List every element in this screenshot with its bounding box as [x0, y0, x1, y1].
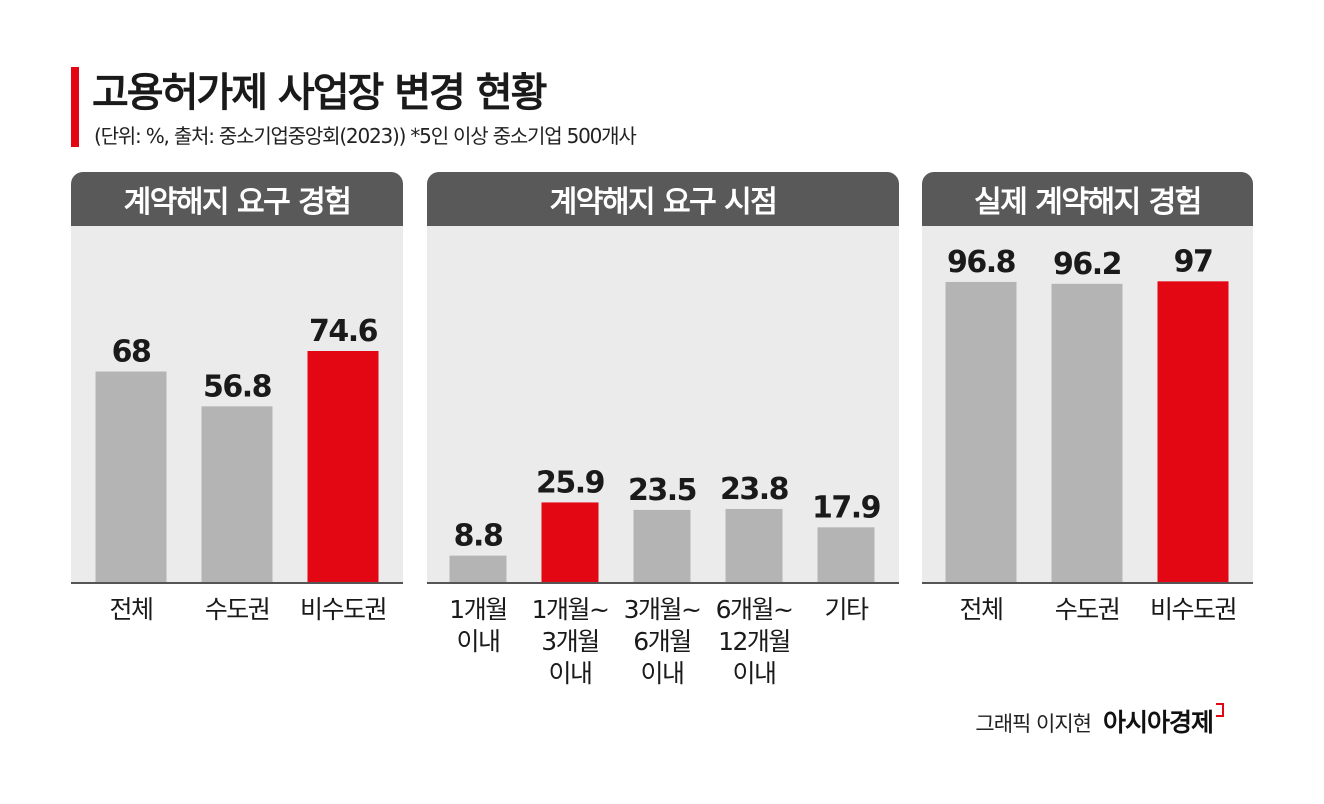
category-label: 6개월~ 12개월 이내 [715, 595, 794, 688]
panel-header: 실제 계약해지 경험 [922, 172, 1253, 226]
data-label: 23.8 [720, 472, 789, 507]
bar [307, 350, 379, 583]
category-label: 비수도권 [299, 595, 388, 624]
brand-mark-icon [1216, 703, 1224, 717]
category-label: 1개월~ 3개월 이내 [531, 595, 610, 688]
category-label: 3개월~ 6개월 이내 [623, 595, 702, 688]
data-label: 97 [1174, 244, 1213, 279]
title-accent-bar [71, 67, 79, 147]
bar [449, 555, 507, 583]
data-label: 23.5 [628, 473, 696, 508]
bar-chart-2: 96.8 96.2 97 [945, 244, 1229, 583]
bar [95, 371, 167, 583]
data-label: 8.8 [454, 519, 503, 554]
bar [541, 502, 599, 583]
category-label: 1개월 이내 [449, 595, 508, 656]
category-label: 전체 [109, 595, 154, 624]
data-label: 96.2 [1053, 247, 1121, 282]
bar [725, 508, 783, 583]
page-subtitle: (단위: %, 출처: 중소기업중앙회(2023)) *5인 이상 중소기업 5… [94, 124, 637, 148]
x-axis-line [922, 582, 1253, 584]
data-label: 96.8 [947, 245, 1016, 280]
category-label: 수도권 [1054, 595, 1121, 624]
credit-line: 그래픽 이지현 아시아경제 [975, 703, 1224, 739]
bar-chart-1: 8.8 25.9 23.5 23.8 17.9 [449, 465, 882, 583]
bar [201, 406, 273, 583]
x-axis-line [71, 582, 403, 584]
bar [1157, 281, 1229, 583]
category-label: 수도권 [204, 595, 271, 624]
graphic-credit: 그래픽 이지현 [975, 712, 1092, 736]
category-label: 기타 [824, 595, 869, 624]
panel-contract-termination-request: 계약해지 요구 경험 68 56.8 74.6 [71, 172, 403, 584]
brand-logo: 아시아경제 [1103, 703, 1224, 739]
data-label: 17.9 [812, 490, 880, 525]
category-label: 비수도권 [1149, 595, 1238, 624]
bar-chart-0: 68 56.8 74.6 [95, 314, 379, 583]
page-title: 고용허가제 사업장 변경 현황 [92, 70, 547, 116]
bar [1051, 283, 1123, 583]
brand-name: 아시아경제 [1102, 708, 1214, 737]
x-axis-line [427, 582, 899, 584]
data-label: 68 [112, 335, 151, 370]
panel-header: 계약해지 요구 시점 [427, 172, 899, 226]
data-label: 25.9 [536, 465, 604, 500]
panel-actual-contract-termination: 실제 계약해지 경험 96.8 96.2 97 [922, 172, 1253, 584]
bar [817, 527, 875, 583]
data-label: 56.8 [203, 369, 272, 404]
panel-contract-termination-timing: 계약해지 요구 시점 8.8 25.9 23.5 23.8 17.9 [427, 172, 899, 584]
data-label: 74.6 [309, 314, 378, 349]
bar [945, 281, 1017, 583]
category-label: 전체 [959, 595, 1004, 624]
bar [633, 509, 691, 583]
panel-header: 계약해지 요구 경험 [71, 172, 403, 226]
